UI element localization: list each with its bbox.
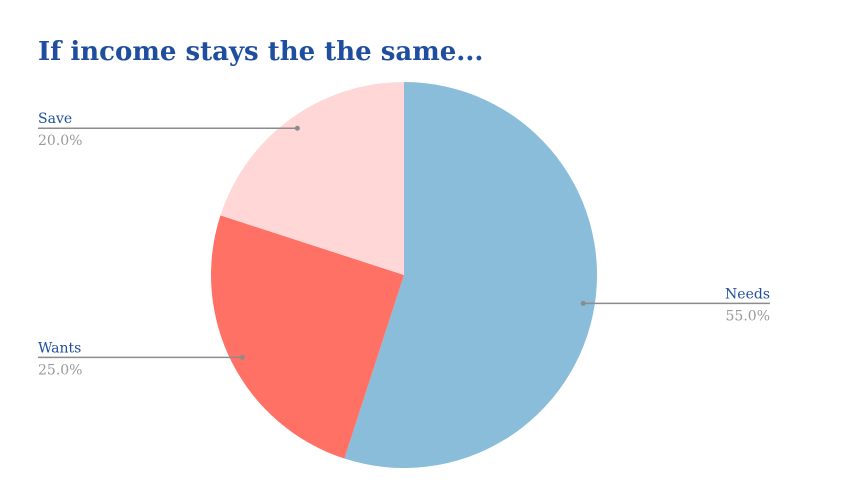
slice-label-needs: Needs [725, 286, 770, 302]
slice-value-needs: 55.0% [726, 308, 770, 324]
pie-slice-needs [344, 82, 597, 468]
slice-value-save: 20.0% [38, 133, 82, 149]
slice-value-wants: 25.0% [38, 362, 82, 378]
slice-labels: Needs 55.0% Wants 25.0% Save 20.0% [38, 111, 770, 378]
slice-label-wants: Wants [38, 340, 81, 356]
pie-slice-wants [210, 215, 404, 459]
slice-label-save: Save [38, 111, 72, 127]
chart-title: If income stays the the same... [38, 37, 483, 67]
pie-slices [210, 82, 597, 468]
pie-slice-save [220, 82, 404, 275]
